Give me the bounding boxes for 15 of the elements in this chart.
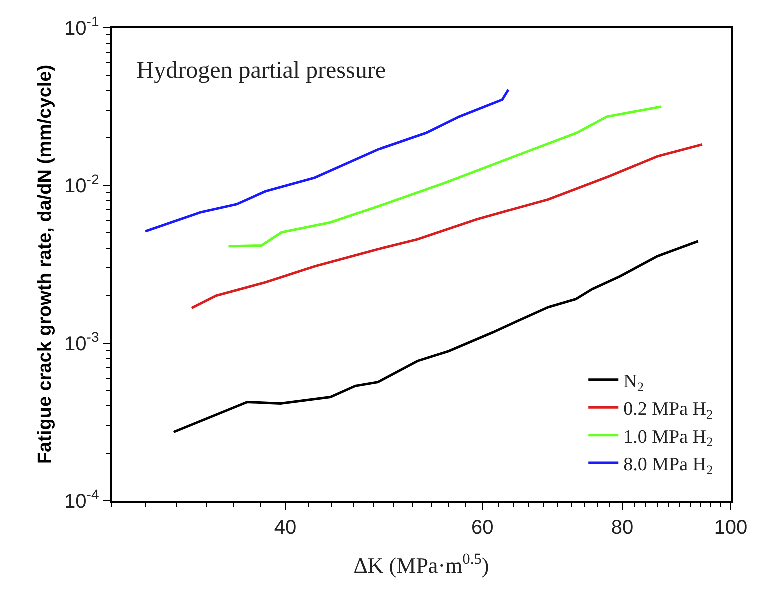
legend-label: N$_{2}$ [624,371,644,394]
x-tick-label: 80 [611,516,634,539]
y-tick-label: 10$^{-4}$ [64,486,100,513]
x-tick-label: 100 [714,516,748,539]
y-axis-title: Fatigue crack growth rate, da/dN (mm/cycle) [34,64,56,464]
legend-label: 0.2 MPa H$_{2}$ [624,399,714,422]
text: Hydrogen partial pressure [136,58,386,84]
y-tick-label: 10$^{-1}$ [64,14,100,40]
x-tick-label: 40 [274,516,297,539]
legend-label: 8.0 MPa H$_{2}$ [624,454,714,478]
y-tick-label: 10$^{-3}$ [64,328,100,356]
x-tick-label: 60 [471,516,494,539]
y-tick-label: 10$^{-2}$ [64,171,100,198]
legend-label: 1.0 MPa H$_{2}$ [624,426,714,450]
x-axis-title: ΔK (MPa·m$^{0.5}$) [354,550,490,578]
